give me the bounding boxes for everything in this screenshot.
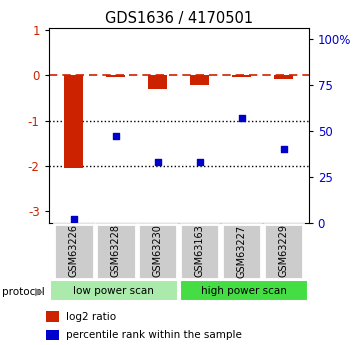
FancyBboxPatch shape [180,224,219,279]
Text: log2 ratio: log2 ratio [66,312,116,322]
FancyBboxPatch shape [264,224,303,279]
Point [197,159,203,165]
Text: percentile rank within the sample: percentile rank within the sample [66,330,242,340]
Bar [45,329,59,341]
Bar [65,75,83,168]
FancyBboxPatch shape [138,224,178,279]
Point [113,133,119,139]
FancyBboxPatch shape [96,224,135,279]
Point [239,115,244,120]
Text: GSM63230: GSM63230 [153,225,163,277]
Title: GDS1636 / 4170501: GDS1636 / 4170501 [105,11,253,27]
Bar [232,75,251,78]
Text: GSM63163: GSM63163 [195,225,205,277]
Point [71,216,77,221]
Text: GSM63226: GSM63226 [69,225,79,277]
FancyBboxPatch shape [179,280,308,301]
FancyBboxPatch shape [222,224,261,279]
FancyBboxPatch shape [49,280,178,301]
Text: low power scan: low power scan [73,286,154,296]
Text: GSM63229: GSM63229 [278,225,288,277]
Bar [45,312,59,322]
Text: high power scan: high power scan [201,286,287,296]
Text: protocol: protocol [2,287,44,296]
Point [280,146,286,152]
Bar [106,75,125,78]
Text: ▶: ▶ [35,287,44,296]
Bar [148,75,167,89]
Bar [274,75,293,79]
Text: GSM63228: GSM63228 [111,225,121,277]
FancyBboxPatch shape [54,224,93,279]
Point [155,159,161,165]
Bar [190,75,209,85]
Text: GSM63227: GSM63227 [236,225,247,277]
